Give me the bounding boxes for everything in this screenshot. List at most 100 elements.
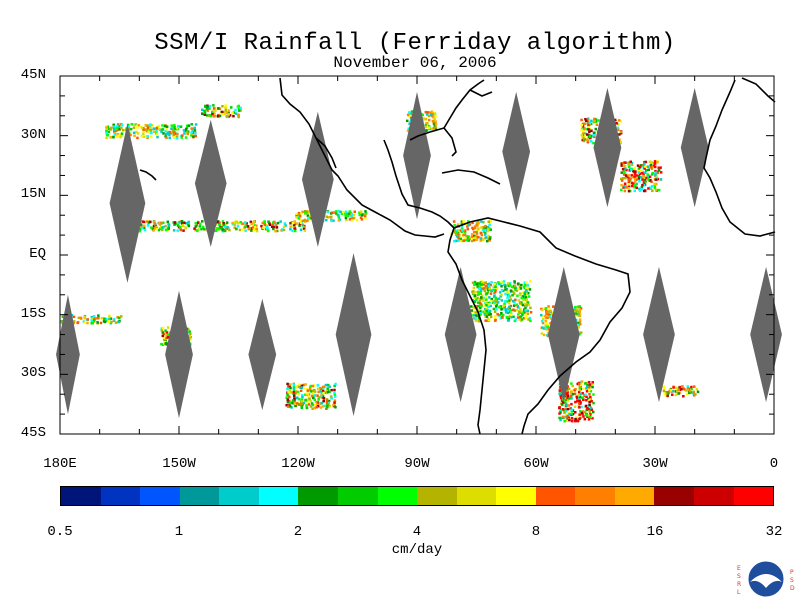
rain-pixel	[526, 309, 530, 312]
rain-pixel	[488, 237, 492, 241]
axis-ticks	[59, 75, 775, 435]
rain-pixel	[523, 317, 526, 320]
rain-pixel	[325, 218, 328, 222]
rain-pixel	[520, 283, 523, 287]
rain-pixel	[695, 388, 699, 391]
rain-pixel	[203, 111, 207, 115]
lat-label-15s: 15S	[20, 305, 46, 322]
rain-pixel	[629, 162, 632, 165]
rain-pixel	[583, 410, 587, 414]
rain-pixel	[582, 132, 585, 135]
rain-pixel	[227, 115, 231, 119]
rain-pixel	[593, 117, 596, 121]
rain-pixel	[505, 288, 509, 291]
rain-pixel	[159, 128, 163, 131]
coastlines	[139, 77, 776, 435]
rain-pixel	[648, 175, 652, 179]
rain-pixel	[92, 315, 96, 318]
rain-pixel	[150, 131, 153, 135]
rain-pixel	[261, 221, 264, 225]
rain-pixel	[578, 318, 582, 321]
rain-pixel	[482, 220, 485, 224]
rain-pixel	[485, 307, 488, 311]
rain-pixel	[275, 223, 278, 227]
rain-pixel	[286, 393, 289, 397]
rain-pixel	[109, 136, 112, 139]
rain-pixel	[431, 112, 434, 115]
rain-pixel	[623, 189, 627, 193]
rain-pixel	[586, 140, 590, 143]
rain-pixel	[271, 223, 275, 226]
rain-pixel	[296, 396, 299, 399]
rain-pixel	[575, 309, 578, 313]
rain-pixel	[291, 391, 294, 394]
rain-pixel	[582, 387, 585, 390]
rain-pixel	[158, 127, 161, 131]
rain-pixel	[157, 124, 161, 128]
rain-pixel	[519, 302, 522, 305]
rain-pixel	[491, 301, 495, 304]
rain-pixel	[181, 224, 185, 227]
rain-pixel	[521, 312, 525, 315]
rain-pixel	[513, 284, 516, 288]
rain-pixel	[330, 388, 333, 392]
rain-pixel	[93, 320, 96, 323]
rain-pixel	[657, 188, 661, 192]
rain-pixel	[642, 174, 645, 178]
rain-pixel	[503, 307, 506, 311]
rain-pixel	[629, 160, 632, 163]
rain-pixel	[568, 413, 571, 416]
rain-pixel	[143, 224, 146, 228]
rain-pixel	[72, 320, 76, 323]
rain-pixel	[510, 309, 513, 312]
rain-pixel	[239, 106, 242, 110]
rain-pixel	[194, 134, 197, 138]
rain-pixel	[143, 226, 146, 230]
rain-pixel	[624, 174, 628, 177]
rain-pixel	[204, 105, 207, 108]
rain-pixel	[591, 381, 594, 384]
rain-pixel	[117, 123, 120, 126]
rain-pixel	[649, 179, 652, 182]
rain-pixel	[588, 388, 591, 391]
rain-pixel	[322, 399, 325, 403]
rain-pixel	[482, 287, 485, 291]
rain-pixel	[325, 399, 329, 402]
rain-pixel	[321, 394, 325, 398]
rain-pixel	[289, 225, 292, 228]
rain-pixel	[586, 383, 589, 387]
lon-label-150w: 150W	[162, 456, 196, 472]
colorbar-swatch-5	[258, 487, 299, 505]
rain-pixel	[325, 390, 328, 393]
rain-pixel	[580, 405, 583, 409]
lon-label-120w: 120W	[281, 456, 315, 472]
rain-pixel	[296, 390, 300, 394]
rain-pixel	[166, 220, 169, 224]
rain-pixel	[236, 221, 240, 225]
rain-pixel	[117, 320, 120, 324]
rain-pixel	[525, 304, 529, 307]
colorbar-swatch-7	[337, 487, 378, 505]
rain-pixel	[544, 319, 548, 323]
colorbar-units: cm/day	[391, 542, 443, 558]
rain-pixel	[282, 228, 286, 232]
rain-pixel	[216, 227, 219, 231]
rain-pixel	[246, 225, 250, 228]
rain-pixel	[690, 387, 693, 391]
rain-pixel	[197, 221, 200, 225]
rain-pixel	[578, 413, 581, 416]
lat-label-30s: 30S	[20, 365, 46, 382]
rain-pixel	[173, 125, 176, 129]
rain-pixel	[337, 219, 341, 222]
rain-pixel	[476, 293, 480, 296]
rain-pixel	[301, 219, 305, 223]
rain-pixel	[481, 228, 485, 232]
rain-pixel	[201, 112, 204, 115]
rain-pixel	[147, 130, 150, 133]
rain-pixel	[485, 309, 488, 313]
rain-pixel	[513, 319, 517, 323]
rain-pixel	[578, 382, 581, 386]
rain-pixel	[162, 226, 165, 229]
rain-pixel	[630, 163, 634, 167]
rain-pixel	[587, 397, 590, 400]
